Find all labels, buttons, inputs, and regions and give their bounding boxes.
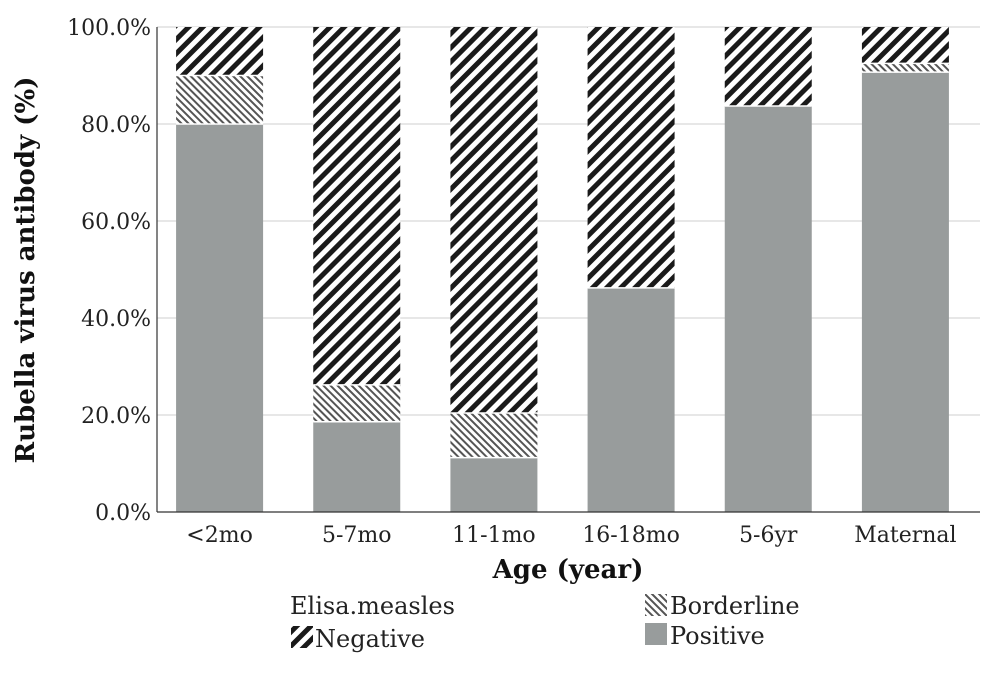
x-tick-label: <2mo <box>186 523 253 548</box>
bar-segment-borderline <box>313 384 401 422</box>
bar-segment-negative <box>176 27 264 76</box>
legend-swatch-borderline <box>645 594 667 616</box>
bar-segment-borderline <box>450 413 538 458</box>
y-tick-label: 60.0% <box>81 210 151 235</box>
bar-segment-positive <box>176 124 264 512</box>
legend-label-positive: Positive <box>670 622 765 650</box>
bar-segment-borderline <box>861 63 949 73</box>
x-tick-label: 5-6yr <box>739 523 798 548</box>
bar-segment-positive <box>313 421 401 512</box>
bar-segment-positive <box>724 106 812 513</box>
legend-label-borderline: Borderline <box>670 592 800 620</box>
y-tick-label: 40.0% <box>81 307 151 332</box>
y-tick-label: 20.0% <box>81 404 151 429</box>
y-tick-label: 100.0% <box>67 16 151 41</box>
x-axis-title: Age (year) <box>492 555 644 585</box>
bar-segment-positive <box>450 457 538 512</box>
x-tick-label: Maternal <box>854 523 956 548</box>
y-tick-label: 80.0% <box>81 113 151 138</box>
y-tick-label: 0.0% <box>95 501 151 526</box>
bar-segment-negative <box>587 27 675 288</box>
x-tick-label: 16-18mo <box>582 523 680 548</box>
bar-segment-borderline <box>176 75 264 124</box>
x-tick-labels: <2mo 5-7mo 11-1mo 16-18mo 5-6yr Maternal <box>186 523 956 548</box>
y-axis-title: Rubella virus antibody (%) <box>11 77 41 464</box>
bar-segment-negative <box>450 27 538 414</box>
bar-segment-negative <box>313 27 401 385</box>
gridlines <box>157 26 980 416</box>
legend: Elisa.measles Borderline Negative Positi… <box>290 592 800 653</box>
y-tick-labels: 0.0% 20.0% 40.0% 60.0% 80.0% 100.0% <box>67 16 151 526</box>
bar-segment-negative <box>861 27 949 64</box>
legend-title: Elisa.measles <box>290 592 455 620</box>
bar-segment-negative <box>724 27 812 107</box>
legend-swatch-positive <box>645 623 667 645</box>
x-tick-label: 11-1mo <box>452 523 536 548</box>
legend-swatch-negative <box>291 626 313 648</box>
legend-label-negative: Negative <box>315 625 425 653</box>
axes <box>156 27 980 513</box>
x-tick-label: 5-7mo <box>322 523 392 548</box>
bar-segment-positive <box>587 287 675 512</box>
bars <box>176 27 949 513</box>
bar-segment-positive <box>861 72 949 512</box>
